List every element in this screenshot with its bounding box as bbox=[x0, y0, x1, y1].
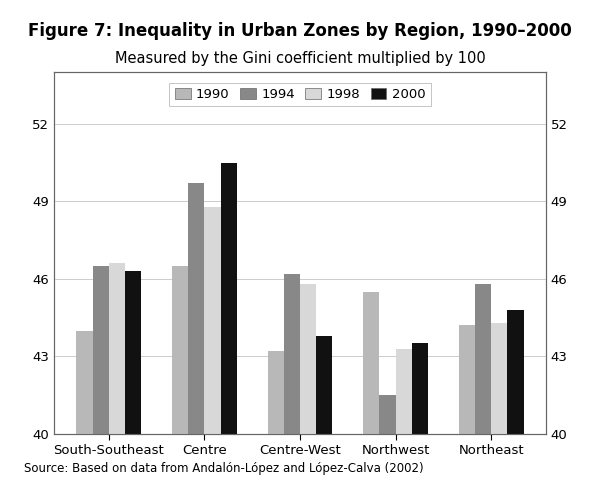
Bar bbox=[316, 335, 332, 482]
Bar bbox=[188, 183, 205, 482]
Bar bbox=[395, 348, 412, 482]
Bar bbox=[125, 271, 142, 482]
Bar bbox=[363, 292, 379, 482]
Bar bbox=[491, 323, 508, 482]
Text: Measured by the Gini coefficient multiplied by 100: Measured by the Gini coefficient multipl… bbox=[115, 51, 485, 66]
Legend: 1990, 1994, 1998, 2000: 1990, 1994, 1998, 2000 bbox=[169, 82, 431, 106]
Bar bbox=[379, 395, 395, 482]
Bar bbox=[205, 207, 221, 482]
Text: Source: Based on data from Andalón-López and López-Calva (2002): Source: Based on data from Andalón-López… bbox=[24, 462, 424, 475]
Text: Figure 7: Inequality in Urban Zones by Region, 1990–2000: Figure 7: Inequality in Urban Zones by R… bbox=[28, 22, 572, 40]
Bar bbox=[172, 266, 188, 482]
Bar bbox=[221, 162, 237, 482]
Bar bbox=[268, 351, 284, 482]
Bar bbox=[475, 284, 491, 482]
Bar bbox=[412, 343, 428, 482]
Bar bbox=[300, 284, 316, 482]
Bar bbox=[458, 325, 475, 482]
Bar bbox=[76, 331, 92, 482]
Bar bbox=[508, 310, 524, 482]
Bar bbox=[92, 266, 109, 482]
Bar bbox=[284, 274, 300, 482]
Bar bbox=[109, 263, 125, 482]
